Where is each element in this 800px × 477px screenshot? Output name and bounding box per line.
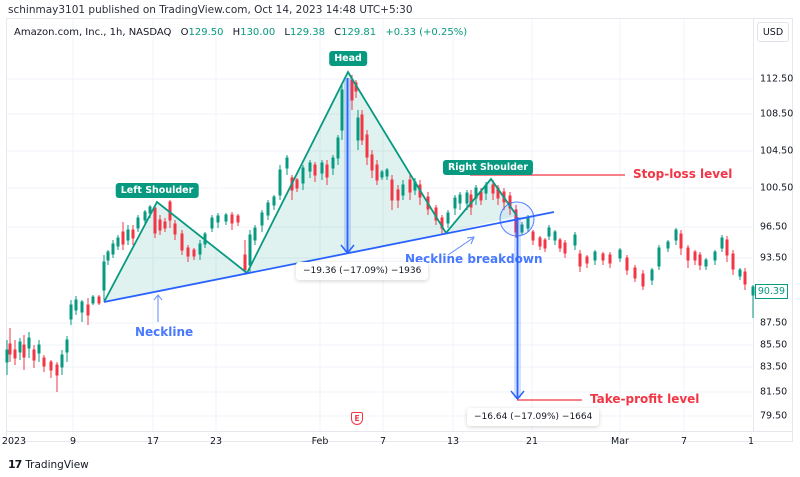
price-tick: 100.50 [760, 182, 794, 194]
time-tick: Mar [611, 436, 629, 447]
left-shoulder-label: Left Shoulder [115, 183, 199, 198]
time-axis[interactable] [6, 431, 793, 451]
price-tick: 87.50 [760, 317, 788, 329]
symbol-name: Amazon.com, Inc., 1h, NASDAQ [14, 27, 172, 38]
time-tick: Feb [311, 436, 329, 447]
time-tick: 23 [209, 436, 223, 447]
candles [5, 75, 755, 392]
time-tick: 2023 [1, 436, 27, 447]
price-tick: 112.50 [760, 73, 794, 85]
time-tick: 9 [69, 436, 77, 447]
time-tick: 7 [680, 436, 688, 447]
price-tick: 83.50 [760, 361, 788, 373]
close-value: 129.81 [341, 27, 377, 38]
high-label: H [232, 27, 241, 38]
neckline-breakdown-label: Neckline breakdown [405, 252, 543, 266]
neckline-label: Neckline [135, 325, 194, 339]
price-tick: 108.50 [760, 108, 794, 120]
time-tick: 1 [747, 436, 755, 447]
last-price-badge: 90.39 [755, 284, 788, 299]
head-label: Head [329, 51, 367, 66]
target-measure-box: −16.64 (−17.09%) −1664 [467, 408, 600, 426]
price-tick: 79.50 [760, 410, 788, 422]
time-tick: 13 [446, 436, 460, 447]
high-value: 130.00 [240, 27, 276, 38]
breakdown-circle [499, 201, 535, 237]
open-value: 129.50 [188, 27, 224, 38]
time-tick: 21 [525, 436, 539, 447]
publish-info: schinmay3101 published on TradingView.co… [8, 4, 413, 16]
time-tick: 17 [146, 436, 160, 447]
price-tick: 81.50 [760, 386, 788, 398]
price-axis[interactable] [753, 18, 793, 431]
stop-loss-label: Stop-loss level [633, 167, 733, 181]
tradingview-logo-icon: 17 [8, 458, 22, 471]
head-measure-box: −19.36 (−17.09%) −1936 [296, 262, 429, 280]
price-tick: 85.50 [760, 339, 788, 351]
currency-button[interactable]: USD [757, 22, 789, 42]
pattern-fill [104, 72, 517, 302]
chart-frame[interactable] [6, 18, 793, 442]
earnings-icon[interactable]: E [351, 412, 363, 425]
open-label: O [180, 27, 189, 38]
take-profit-label: Take-profit level [590, 392, 700, 406]
brand-name: TradingView [25, 458, 89, 471]
low-label: L [284, 27, 290, 38]
close-label: C [334, 27, 342, 38]
low-value: 129.38 [289, 27, 325, 38]
price-tick: 93.50 [760, 252, 788, 264]
symbol-legend: Amazon.com, Inc., 1h, NASDAQ O129.50 H13… [14, 27, 467, 38]
right-shoulder-label: Right Shoulder [442, 160, 534, 175]
neckline-line [103, 211, 555, 303]
price-tick: 104.50 [760, 145, 794, 157]
price-tick: 96.50 [760, 221, 788, 233]
pattern-outline [103, 70, 518, 303]
tradingview-logo[interactable]: 17 TradingView [8, 458, 89, 471]
time-tick: 7 [379, 436, 387, 447]
change-value: +0.33 (+0.25%) [385, 27, 468, 38]
